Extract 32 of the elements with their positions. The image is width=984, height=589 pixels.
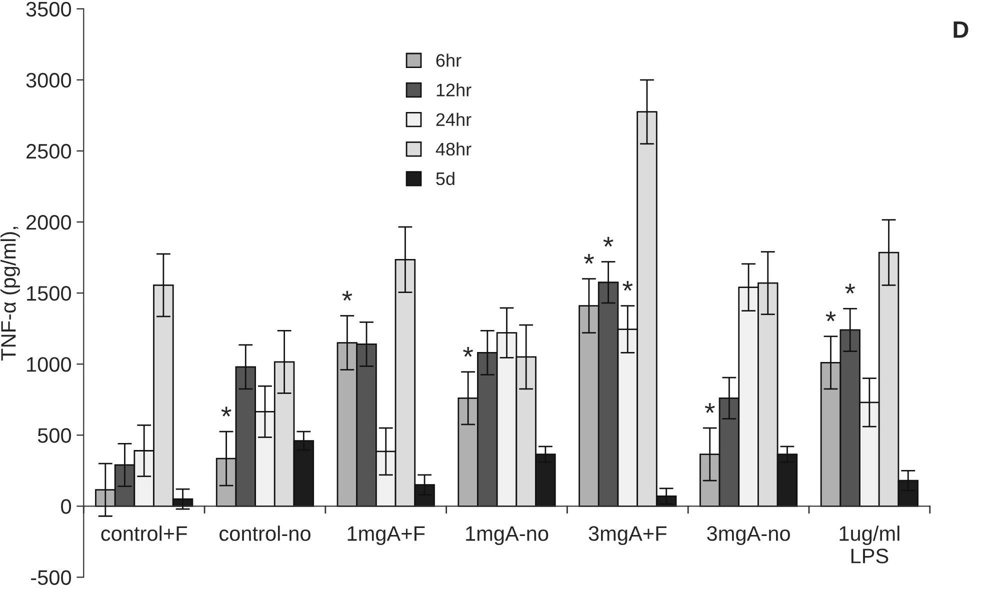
y-tick-label: 2500 [26,144,72,159]
data-label: * [826,311,836,322]
x-tick-label: 1mgA+F [348,526,425,546]
y-tick-label: 500 [38,428,72,443]
x-tick-label: 1mgA-no [466,526,548,546]
y-tick-label: -500 [31,570,72,585]
text: D [954,21,968,38]
y-tick-label: 1000 [27,357,72,372]
data-label: * [622,280,633,291]
data-label: * [603,236,614,247]
y-tick-label: 3500 [26,2,72,17]
y-tick-label: 0 [61,499,72,514]
data-label: * [704,403,715,413]
data-label: * [342,290,352,301]
data-label: * [221,406,232,416]
legend-label: 24hr [436,112,472,126]
y-tick-label: 1500 [27,286,72,301]
x-tick-label: control+F [101,526,187,541]
y-tick-label: 2000 [26,214,72,230]
x-tick-label: 1ug/ml LPS [840,526,900,564]
data-label: * [845,284,856,294]
data-label: * [463,347,474,357]
x-tick-label: 3mgA-no [707,526,790,546]
legend-label: 12hr [436,83,472,96]
legend-label: 48hr [436,142,472,156]
x-tick-label: control-no [220,526,310,541]
y-axis-title: TNF-α (pg/ml), [0,226,20,360]
legend-label: 5d [436,172,454,186]
legend-label: 6hr [436,54,462,67]
y-tick-label: 3000 [26,72,72,88]
x-tick-label: 3mgA+F [588,526,666,546]
data-label: * [584,254,594,264]
